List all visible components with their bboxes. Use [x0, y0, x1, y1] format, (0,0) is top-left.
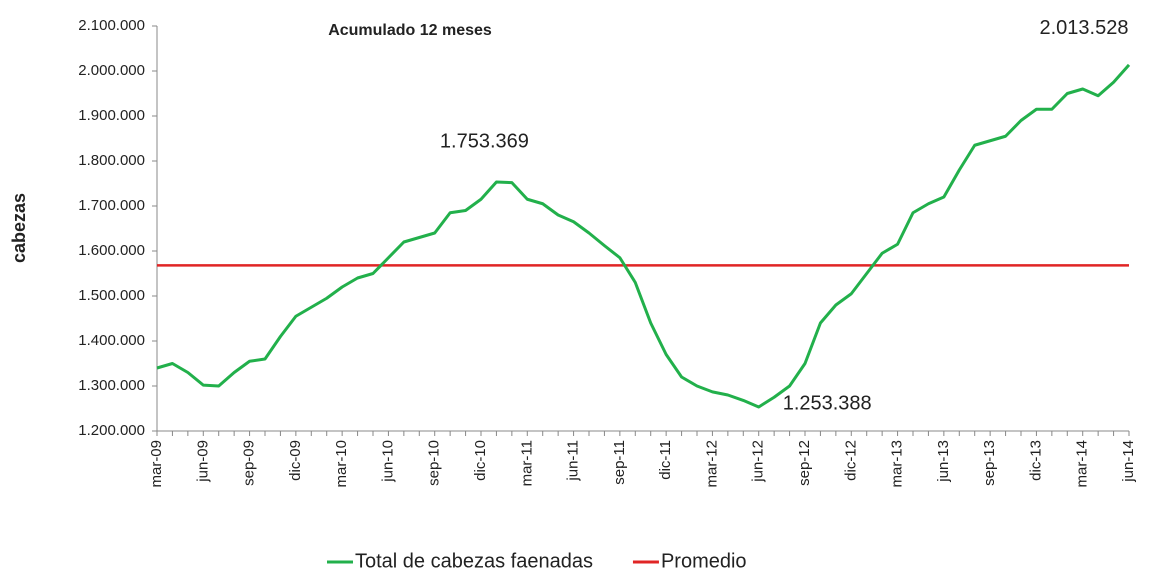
x-tick-label: sep-11 — [611, 440, 628, 485]
x-tick-label: sep-10 — [426, 440, 443, 486]
y-tick-label: 2.100.000 — [78, 17, 145, 34]
y-tick-label: 1.200.000 — [78, 422, 145, 439]
y-tick-label: 1.900.000 — [78, 107, 145, 124]
chart: Acumulado 12 meses cabezas 1.200.000 1.30… — [0, 0, 1159, 580]
y-axis-label: cabezas — [9, 193, 29, 263]
data-label: 1.253.388 — [783, 392, 872, 414]
x-tick-label: mar-09 — [148, 440, 165, 488]
y-tick-label: 1.500.000 — [78, 287, 145, 304]
legend-label: Promedio — [661, 550, 747, 572]
x-tick-label: jun-12 — [750, 440, 767, 483]
y-tick-label: 1.600.000 — [78, 242, 145, 259]
x-tick-label: dic-12 — [842, 440, 859, 481]
x-tick-label: sep-12 — [796, 440, 813, 486]
x-tick-label: mar-10 — [333, 440, 350, 488]
x-tick-label: jun-14 — [1120, 440, 1137, 483]
x-tick-label: mar-11 — [518, 440, 535, 486]
x-tick-label: dic-09 — [287, 440, 304, 481]
x-tick-label: sep-13 — [981, 440, 998, 486]
y-tick-label: 2.000.000 — [78, 62, 145, 79]
chart-title: Acumulado 12 meses — [328, 22, 492, 39]
data-label: 1.753.369 — [440, 130, 529, 152]
x-tick-label: jun-11 — [565, 440, 582, 482]
y-tick-label: 1.300.000 — [78, 377, 145, 394]
legend-label: Total de cabezas faenadas — [355, 550, 593, 572]
x-tick-label: mar-12 — [703, 440, 720, 488]
data-label: 2.013.528 — [1040, 17, 1129, 39]
x-tick-label: jun-13 — [935, 440, 952, 483]
y-tick-label: 1.400.000 — [78, 332, 145, 349]
x-tick-label: dic-13 — [1027, 440, 1044, 481]
y-tick-label: 1.700.000 — [78, 197, 145, 214]
x-tick-label: dic-10 — [472, 440, 489, 481]
data-line — [157, 65, 1129, 407]
x-tick-label: mar-14 — [1074, 440, 1091, 488]
y-tick-label: 1.800.000 — [78, 152, 145, 169]
x-tick-label: jun-09 — [194, 440, 211, 483]
x-tick-label: jun-10 — [379, 440, 396, 483]
x-tick-label: mar-13 — [889, 440, 906, 488]
x-tick-label: dic-11 — [657, 440, 674, 480]
x-tick-label: sep-09 — [241, 440, 258, 486]
